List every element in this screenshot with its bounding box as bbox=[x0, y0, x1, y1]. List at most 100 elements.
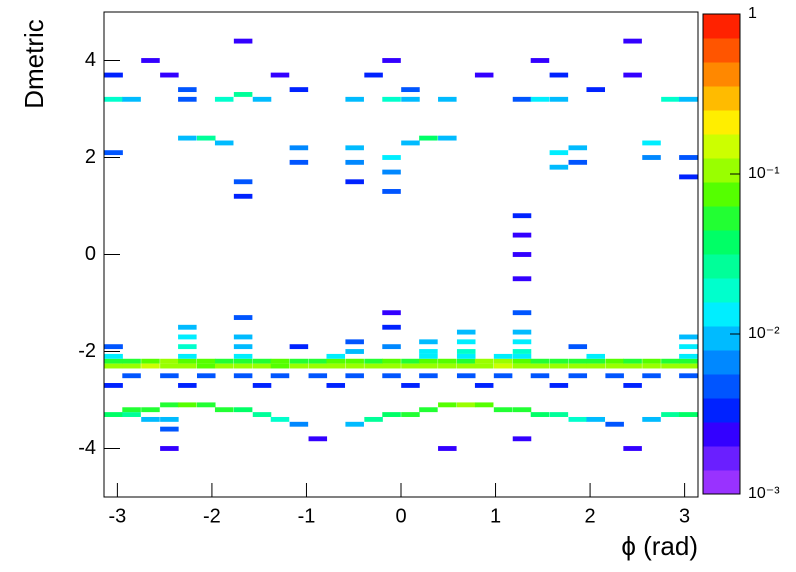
cell bbox=[679, 412, 698, 417]
cell bbox=[586, 363, 606, 369]
cell bbox=[549, 96, 569, 102]
cell bbox=[196, 135, 216, 141]
cell bbox=[679, 344, 698, 350]
cell bbox=[419, 339, 438, 345]
cell bbox=[252, 363, 272, 369]
cell bbox=[233, 92, 253, 97]
cell bbox=[364, 72, 383, 78]
colorbar-band bbox=[703, 446, 740, 471]
cell bbox=[512, 363, 532, 369]
cell bbox=[214, 96, 234, 102]
cell bbox=[178, 96, 197, 102]
cell bbox=[661, 96, 680, 102]
x-tick-label: -3 bbox=[108, 505, 126, 527]
cell bbox=[270, 358, 290, 364]
cell bbox=[233, 358, 253, 364]
cell bbox=[289, 421, 309, 427]
cell bbox=[104, 344, 123, 350]
cell bbox=[419, 353, 438, 359]
cell bbox=[512, 232, 532, 238]
cell bbox=[549, 150, 569, 156]
cell bbox=[568, 358, 588, 364]
cell bbox=[122, 412, 141, 417]
cell bbox=[104, 412, 123, 417]
cell bbox=[233, 353, 253, 359]
cell bbox=[438, 96, 457, 102]
cell bbox=[160, 373, 179, 379]
cell bbox=[252, 412, 272, 417]
cell bbox=[549, 383, 569, 388]
cell bbox=[252, 383, 272, 388]
cell bbox=[233, 315, 253, 320]
cell bbox=[104, 72, 123, 78]
cell bbox=[122, 373, 141, 379]
cell bbox=[419, 135, 438, 141]
cell bbox=[308, 373, 328, 379]
colorbar-band bbox=[703, 14, 740, 39]
cell bbox=[456, 353, 476, 359]
cell bbox=[345, 421, 364, 427]
cell bbox=[530, 58, 550, 63]
cell bbox=[438, 135, 457, 141]
cell bbox=[345, 339, 364, 345]
cell bbox=[568, 145, 588, 151]
cell bbox=[122, 363, 141, 369]
y-tick-label: -4 bbox=[78, 437, 96, 459]
cell bbox=[512, 436, 532, 442]
cell bbox=[493, 363, 513, 369]
cell bbox=[289, 145, 309, 151]
cell bbox=[345, 159, 364, 165]
colorbar-band bbox=[703, 134, 740, 159]
cell bbox=[233, 344, 253, 350]
cell bbox=[493, 353, 513, 359]
cell bbox=[308, 363, 328, 369]
colorbar-band bbox=[703, 206, 740, 231]
cell bbox=[605, 421, 624, 427]
cell bbox=[419, 407, 438, 413]
cell bbox=[196, 373, 216, 379]
cell bbox=[530, 412, 550, 417]
cell bbox=[382, 310, 401, 316]
cell bbox=[104, 383, 123, 388]
cell bbox=[512, 213, 532, 219]
cell bbox=[178, 135, 197, 141]
cell bbox=[456, 339, 476, 345]
cell bbox=[549, 358, 569, 364]
cell bbox=[270, 72, 290, 78]
cell bbox=[233, 179, 253, 185]
cell bbox=[160, 363, 179, 369]
cell bbox=[456, 358, 476, 364]
cell bbox=[364, 363, 383, 369]
cell bbox=[233, 373, 253, 379]
cell bbox=[512, 353, 532, 359]
cell bbox=[345, 373, 364, 379]
cell bbox=[178, 344, 197, 350]
cell bbox=[122, 358, 141, 364]
cell bbox=[474, 402, 494, 408]
cell bbox=[474, 358, 494, 364]
cell bbox=[160, 402, 179, 408]
cell bbox=[401, 363, 420, 369]
cell bbox=[104, 96, 123, 102]
colorbar-band bbox=[703, 302, 740, 327]
z-tick-label: 1 bbox=[748, 5, 757, 22]
cell bbox=[401, 140, 420, 146]
cell bbox=[214, 407, 234, 413]
cell bbox=[456, 329, 476, 335]
cell bbox=[623, 446, 642, 451]
cell bbox=[438, 402, 457, 408]
x-tick-label: 2 bbox=[585, 505, 596, 527]
cell bbox=[233, 363, 253, 369]
cell bbox=[289, 363, 309, 369]
cell bbox=[623, 363, 642, 369]
cell bbox=[642, 373, 661, 379]
cell bbox=[586, 416, 606, 422]
cell bbox=[586, 358, 606, 364]
cell bbox=[104, 358, 123, 364]
cell bbox=[679, 373, 698, 379]
cell bbox=[586, 353, 606, 359]
cell bbox=[326, 358, 346, 364]
cell bbox=[419, 373, 438, 379]
x-axis-title: ϕ (rad) bbox=[621, 531, 698, 561]
